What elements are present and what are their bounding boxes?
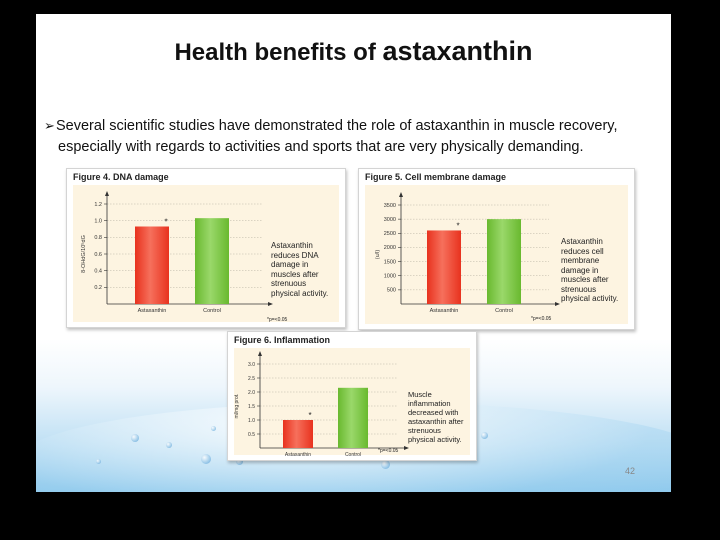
title-prefix: Health benefits of xyxy=(174,39,383,66)
bar-control xyxy=(338,387,368,448)
bullet-text: ➢Several scientific studies have demonst… xyxy=(44,115,669,158)
figure-note-line: damage in xyxy=(271,260,309,269)
figure-note-line: inflammation xyxy=(408,399,451,408)
y-tick-label: 2000 xyxy=(384,245,396,251)
x-category-label: Control xyxy=(495,308,513,314)
y-tick-label: 1.5 xyxy=(248,404,255,410)
x-category-label: Astaxanthin xyxy=(430,308,459,314)
figure-note: Astaxanthin reduces DNA damage in muscles a… xyxy=(271,241,343,298)
figure-caption: Figure 5. Cell membrane damage xyxy=(365,172,507,182)
bubble-decoration xyxy=(131,434,139,442)
bar-control xyxy=(195,218,229,304)
y-tick-label: 2.0 xyxy=(248,390,255,396)
figure-cell-membrane-damage: Figure 5. Cell membrane damage 500 1000 15… xyxy=(358,168,635,330)
figure-note-line: Astaxanthin xyxy=(561,237,603,246)
y-axis-arrow-icon xyxy=(399,192,403,197)
bubble-decoration xyxy=(96,459,101,464)
p-value-note: *p=<0.05 xyxy=(531,316,552,322)
x-axis-arrow-icon xyxy=(555,302,560,306)
y-tick-label: 1500 xyxy=(384,259,396,265)
bubble-decoration xyxy=(481,432,488,439)
figure-note-line: reduces DNA xyxy=(271,250,319,260)
bubble-decoration xyxy=(381,460,390,469)
figure-note-line: Muscle xyxy=(408,390,432,399)
y-tick-label: 0.4 xyxy=(94,268,102,274)
bullet-line-1-text: Several scientific studies have demonstr… xyxy=(56,118,618,134)
figure-note-line: physical activity. xyxy=(561,294,619,303)
bubble-decoration xyxy=(166,442,172,448)
x-category-label: Control xyxy=(345,452,361,458)
y-tick-label: 2.5 xyxy=(248,376,255,382)
figure-inflammation: Figure 6. Inflammation 0.5 1.0 1.5 2.0 2.5 3.… xyxy=(227,331,477,461)
y-axis-label: 8-OHdG/10⁵dG xyxy=(80,235,87,273)
p-value-note: *p=<0.05 xyxy=(267,317,288,323)
figure-note-line: physical activity. xyxy=(408,435,462,444)
bubble-decoration xyxy=(236,458,243,465)
y-tick-label: 0.2 xyxy=(94,285,102,291)
x-category-label: Astaxanthin xyxy=(138,308,167,314)
title-emphasis: astaxanthin xyxy=(382,36,533,66)
slide-title: Health benefits of astaxanthin xyxy=(36,36,671,67)
bullet-line-2: especially with regards to activities an… xyxy=(58,139,584,155)
figure-note-line: physical activity. xyxy=(271,288,329,298)
y-tick-label: 3000 xyxy=(384,217,396,223)
arrow-bullet-icon: ➢ xyxy=(44,118,55,133)
bubble-decoration xyxy=(211,426,216,431)
figure-note-line: muscles after xyxy=(561,275,609,284)
bar-astaxanthin xyxy=(135,226,169,304)
figure-dna-damage: Figure 4. DNA damage 0.2 0.4 0.6 0.8 1.0 1.2 8… xyxy=(66,168,346,328)
slide: Health benefits of astaxanthin ➢Several … xyxy=(36,14,671,492)
y-tick-label: 500 xyxy=(387,288,396,294)
x-category-label: Control xyxy=(203,308,221,314)
y-axis-label: (u/l) xyxy=(375,250,381,260)
x-axis-arrow-icon xyxy=(404,446,409,450)
y-tick-label: 3500 xyxy=(384,203,396,209)
y-axis-arrow-icon xyxy=(258,351,262,356)
y-axis-arrow-icon xyxy=(105,191,109,196)
figure-note-line: Astaxanthin xyxy=(271,241,313,250)
figure-note-line: astaxanthin after xyxy=(408,417,464,426)
figure-note-line: decreased with xyxy=(408,408,459,417)
bar-control xyxy=(487,219,521,304)
y-tick-label: 1000 xyxy=(384,274,396,280)
y-tick-label: 2500 xyxy=(384,231,396,237)
bar-astaxanthin xyxy=(283,420,313,448)
figure-note: Muscle inflammation decreased with astaxant… xyxy=(408,390,476,444)
bubble-decoration xyxy=(201,454,211,464)
bullet-line-1: ➢Several scientific studies have demonst… xyxy=(44,115,669,137)
figure-note-line: reduces cell xyxy=(561,246,604,256)
y-tick-label: 0.5 xyxy=(248,432,255,438)
y-tick-label: 1.2 xyxy=(94,202,102,208)
y-tick-label: 0.6 xyxy=(94,252,102,258)
figure-caption: Figure 6. Inflammation xyxy=(234,335,331,345)
bar-chart: 0.5 1.0 1.5 2.0 2.5 3.0 ml/mg prot. Astaxanthin… xyxy=(234,351,409,458)
figure-caption: Figure 4. DNA damage xyxy=(73,172,169,182)
significance-marker: * xyxy=(164,218,167,227)
y-axis-label: ml/mg prot. xyxy=(234,393,240,418)
x-category-label: Astaxanthin xyxy=(285,452,311,458)
figure-note-line: strenuous xyxy=(408,426,441,435)
page-number: 42 xyxy=(624,466,635,476)
y-tick-label: 3.0 xyxy=(248,362,255,368)
significance-marker: * xyxy=(456,221,459,230)
figure-note-line: strenuous xyxy=(271,279,307,288)
figure-note: Astaxanthin reduces cell membrane damage in… xyxy=(561,237,633,304)
p-value-note: *p=<0.05 xyxy=(378,448,399,454)
figure-note-line: muscles after xyxy=(271,269,319,279)
figure-note-line: strenuous xyxy=(561,284,597,294)
y-tick-label: 1.0 xyxy=(248,418,255,424)
y-tick-label: 0.8 xyxy=(94,235,102,241)
bar-chart: 500 1000 1500 2000 2500 3000 3500 (u/l) Astaxant… xyxy=(375,192,560,314)
bar-astaxanthin xyxy=(427,230,461,304)
figure-note-line: membrane xyxy=(561,256,600,265)
y-tick-label: 1.0 xyxy=(94,218,102,224)
x-axis-arrow-icon xyxy=(268,302,273,306)
significance-marker: * xyxy=(308,411,311,420)
figure-note-line: damage in xyxy=(561,265,599,275)
bar-chart: 0.2 0.4 0.6 0.8 1.0 1.2 8-OHdG/10⁵dG Astaxanthi… xyxy=(80,191,273,314)
